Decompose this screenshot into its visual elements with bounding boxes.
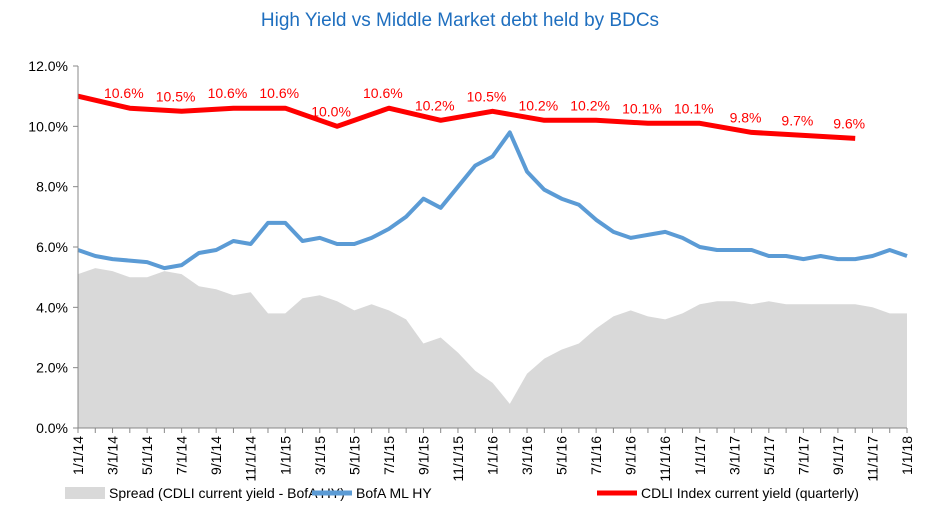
spread-area: [78, 268, 907, 428]
y-tick-label: 2.0%: [36, 360, 68, 376]
data-label: 10.6%: [104, 85, 144, 101]
chart-title: High Yield vs Middle Market debt held by…: [261, 10, 659, 31]
x-tick-label: 1/1/15: [277, 436, 293, 475]
x-tick-label: 9/1/15: [415, 436, 431, 475]
series-line: [77, 130, 908, 271]
x-tick-label: 7/1/16: [588, 436, 604, 475]
legend-swatch: [65, 487, 105, 499]
legend-item: BofA ML HY: [312, 485, 432, 501]
data-label: 10.1%: [622, 100, 662, 116]
x-tick-label: 5/1/16: [554, 436, 570, 475]
x-tick-label: 3/1/17: [726, 436, 742, 475]
data-label: 10.2%: [518, 97, 558, 113]
x-tick-label: 7/1/15: [381, 436, 397, 475]
data-label: 9.6%: [833, 115, 865, 131]
x-tick-label: 11/1/15: [450, 436, 466, 482]
legend-label: Spread (CDLI current yield - BofA HY): [109, 485, 345, 501]
y-tick-label: 6.0%: [36, 239, 68, 255]
x-tick-label: 9/1/14: [208, 436, 224, 475]
data-label: 10.0%: [311, 103, 351, 119]
data-label: 10.5%: [156, 88, 196, 104]
x-tick-label: 9/1/17: [830, 436, 846, 475]
x-tick-label: 11/1/14: [243, 436, 259, 482]
y-tick-label: 0.0%: [36, 420, 68, 436]
x-tick-label: 1/1/14: [70, 436, 86, 475]
x-tick-label: 1/1/18: [899, 436, 915, 475]
y-tick-label: 8.0%: [36, 179, 68, 195]
legend-label: BofA ML HY: [356, 485, 432, 501]
legend-item: CDLI Index current yield (quarterly): [597, 485, 859, 501]
x-tick-label: 11/1/16: [657, 436, 673, 482]
x-tick-label: 5/1/14: [139, 436, 155, 475]
data-label: 10.6%: [208, 85, 248, 101]
data-label: 10.6%: [363, 85, 403, 101]
x-tick-label: 3/1/15: [312, 436, 328, 475]
x-tick-label: 11/1/17: [864, 436, 880, 482]
series-line: [77, 93, 856, 141]
legend-item: Spread (CDLI current yield - BofA HY): [65, 485, 345, 501]
legend-label: CDLI Index current yield (quarterly): [641, 485, 859, 501]
data-label: 10.1%: [674, 100, 714, 116]
data-label: 10.2%: [415, 97, 455, 113]
x-tick-label: 1/1/16: [485, 436, 501, 475]
data-label: 10.2%: [570, 97, 610, 113]
x-tick-label: 3/1/14: [105, 436, 121, 475]
x-tick-label: 9/1/16: [623, 436, 639, 475]
x-tick-label: 1/1/17: [692, 436, 708, 475]
y-tick-label: 10.0%: [28, 118, 68, 134]
x-tick-label: 7/1/17: [795, 436, 811, 475]
data-label: 9.8%: [730, 109, 762, 125]
x-tick-label: 3/1/16: [519, 436, 535, 475]
x-tick-label: 5/1/15: [346, 436, 362, 475]
y-tick-label: 4.0%: [36, 299, 68, 315]
x-tick-label: 7/1/14: [174, 436, 190, 475]
y-tick-label: 12.0%: [28, 58, 68, 74]
data-label: 10.6%: [259, 85, 299, 101]
x-tick-label: 5/1/17: [761, 436, 777, 475]
data-label: 10.5%: [467, 88, 507, 104]
data-label: 9.7%: [781, 112, 813, 128]
